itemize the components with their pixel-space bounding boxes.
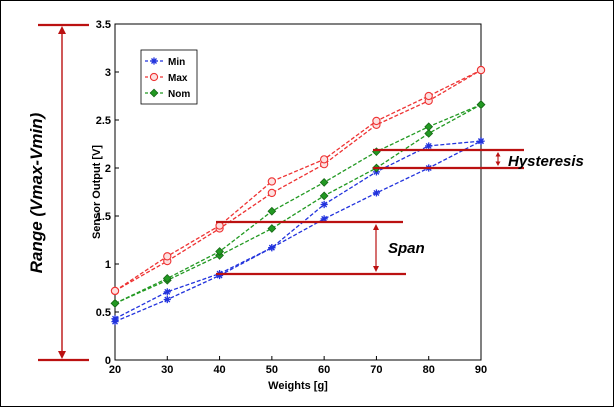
- y-tick-label: 3.5: [96, 19, 111, 31]
- data-point: [476, 65, 486, 75]
- span-label: Span: [388, 240, 425, 257]
- data-point: [110, 286, 120, 296]
- series-line-up: [114, 104, 482, 304]
- range-arrowhead-top: [58, 26, 66, 34]
- data-point: [110, 298, 120, 308]
- data-point: [162, 274, 172, 283]
- series-line-up: [114, 140, 482, 323]
- data-point: [320, 215, 328, 223]
- data-point: [267, 188, 277, 198]
- y-tick-label: 1: [105, 259, 111, 271]
- series-line-down: [114, 69, 482, 292]
- data-point: [150, 57, 158, 65]
- y-tick-label: 3: [105, 67, 111, 79]
- x-tick-label: 60: [318, 364, 330, 376]
- x-tick-label: 70: [370, 364, 382, 376]
- data-point: [149, 88, 159, 98]
- data-point: [163, 288, 171, 296]
- y-tick-label: 1.5: [96, 211, 111, 223]
- tick-labels: 20 30 40 50 60 70 80 90 0 0.5 1 1.5 2 2.5 3 3.5 Weights …: [91, 19, 487, 392]
- annotations: Range (Vmax-Vmin) Span Hysteresis: [27, 23, 584, 362]
- series-group: [110, 65, 486, 326]
- data-point: [424, 91, 433, 101]
- data-point: [425, 142, 433, 150]
- x-tick-label: 20: [109, 364, 121, 376]
- data-point: [424, 122, 434, 132]
- range-label: Range (Vmax-Vmin): [27, 112, 46, 273]
- data-point: [319, 155, 329, 164]
- data-point: [149, 72, 159, 82]
- y-tick-label: 2: [105, 163, 111, 175]
- x-tick-label: 80: [423, 364, 435, 376]
- data-point: [372, 116, 381, 126]
- data-point: [477, 137, 485, 145]
- legend-label: Nom: [168, 89, 190, 100]
- data-point: [163, 295, 171, 304]
- data-point: [267, 177, 277, 186]
- x-tick-label: 40: [213, 364, 225, 376]
- x-tick-label: 90: [475, 364, 487, 376]
- series-max: [110, 65, 486, 296]
- y-tick-label: 0.5: [96, 307, 111, 319]
- range-arrowhead-bottom: [58, 351, 66, 359]
- data-point: [111, 315, 119, 323]
- data-point: [319, 178, 329, 187]
- y-axis-label: Sensor Output [V]: [91, 145, 103, 239]
- data-point: [476, 100, 486, 110]
- hysteresis-arrowhead-bottom: [495, 161, 501, 166]
- span-arrowhead-top: [373, 224, 379, 230]
- series-line-down: [114, 104, 482, 304]
- x-tick-label: 30: [161, 364, 173, 376]
- data-point: [215, 247, 224, 256]
- x-axis-label: Weights [g]: [268, 380, 328, 392]
- y-tick-label: 0: [105, 355, 111, 367]
- y-tick-label: 2.5: [96, 115, 111, 127]
- data-point: [319, 191, 329, 201]
- data-point: [372, 189, 381, 197]
- data-point: [163, 252, 172, 261]
- data-point: [320, 200, 328, 209]
- span-arrowhead-bottom: [373, 266, 379, 272]
- legend: Min Max Nom: [140, 49, 198, 105]
- data-point: [267, 206, 277, 216]
- series-nom: [110, 100, 486, 308]
- hysteresis-arrowhead-top: [495, 152, 501, 157]
- data-point: [268, 244, 276, 252]
- x-tick-label: 50: [266, 364, 278, 376]
- legend-label: Min: [168, 57, 185, 68]
- data-point: [267, 224, 277, 233]
- legend-label: Max: [168, 73, 188, 84]
- data-point: [424, 129, 434, 138]
- hysteresis-label: Hysteresis: [508, 153, 584, 170]
